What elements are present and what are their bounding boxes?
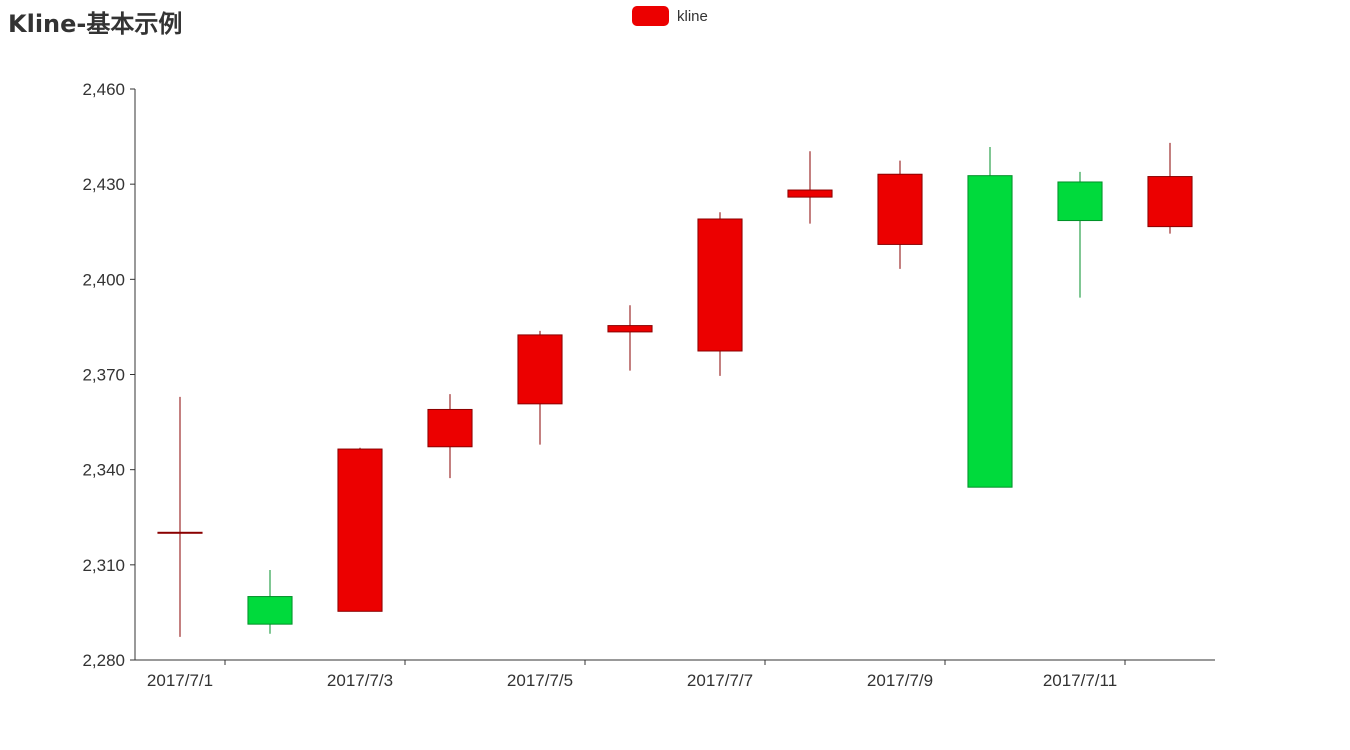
legend[interactable]: kline [632, 6, 708, 26]
candle[interactable] [967, 146, 1013, 488]
candle[interactable] [1147, 142, 1193, 234]
candle-body [607, 325, 653, 333]
y-tick-label: 2,430 [82, 175, 125, 194]
x-tick-label: 2017/7/3 [327, 671, 393, 690]
candle[interactable] [247, 569, 293, 634]
candle-body [1147, 176, 1193, 228]
x-tick-label: 2017/7/9 [867, 671, 933, 690]
x-tick-label: 2017/7/7 [687, 671, 753, 690]
x-tick-label: 2017/7/11 [1043, 671, 1117, 690]
candle-body [247, 596, 293, 625]
candle[interactable] [517, 330, 563, 445]
candle[interactable] [1057, 171, 1103, 298]
candle[interactable] [427, 394, 473, 479]
x-tick-label: 2017/7/5 [507, 671, 573, 690]
y-tick-label: 2,310 [82, 556, 125, 575]
x-axis: 2017/7/1 2017/7/3 2017/7/5 2017/7/7 2017/7/9… [135, 659, 1215, 690]
candle[interactable] [697, 212, 743, 376]
candle-body [517, 334, 563, 405]
candle-body [427, 408, 473, 448]
candle-body [877, 173, 923, 245]
candle-body [1057, 181, 1103, 222]
y-tick-label: 2,280 [82, 651, 125, 670]
legend-swatch[interactable] [632, 6, 669, 26]
chart-title: Kline-基本示例 [8, 10, 183, 38]
candle[interactable] [607, 305, 653, 371]
candle-body [697, 218, 743, 352]
y-tick-label: 2,370 [82, 366, 125, 385]
x-tick-label: 2017/7/1 [147, 671, 213, 690]
candle[interactable] [157, 396, 203, 637]
candle[interactable] [337, 447, 383, 612]
candle-body [967, 175, 1013, 488]
candle[interactable] [877, 160, 923, 269]
candle-body [337, 448, 383, 612]
candles-group [157, 142, 1193, 637]
y-axis: 2,280 2,310 2,340 2,370 2,400 2,430 2,460 [82, 80, 136, 670]
candle-body [787, 189, 833, 198]
candle[interactable] [787, 151, 833, 224]
candle-body [157, 531, 203, 534]
y-tick-label: 2,400 [82, 270, 125, 289]
legend-label[interactable]: kline [677, 7, 708, 25]
y-tick-label: 2,460 [82, 80, 125, 99]
y-tick-label: 2,340 [82, 461, 125, 480]
